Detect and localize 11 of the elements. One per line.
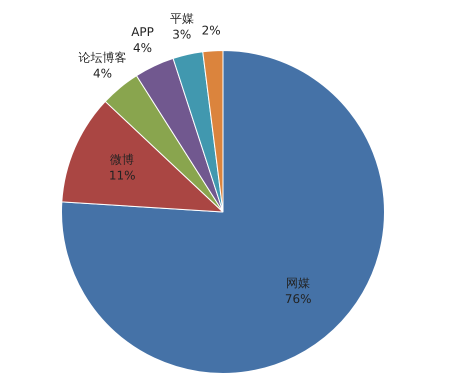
slice-label: 微博 [110, 152, 134, 167]
data-label: 4% [93, 66, 112, 81]
data-label: 2% [202, 24, 221, 38]
data-label: 4% [133, 41, 152, 56]
data-label: 3% [172, 28, 192, 42]
slice-label: 平媒 [170, 12, 194, 26]
slice-label: APP [131, 25, 154, 40]
data-label: 76% [284, 292, 312, 306]
slice-label: 论坛博客 [78, 50, 127, 65]
data-label: 11% [108, 168, 136, 183]
slice-label: 网媒 [286, 276, 310, 290]
